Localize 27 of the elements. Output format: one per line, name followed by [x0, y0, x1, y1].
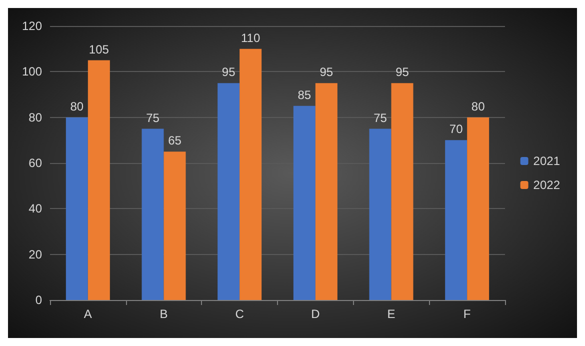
data-label: 95: [222, 65, 236, 80]
data-label: 80: [471, 99, 486, 114]
data-label: 110: [241, 30, 260, 45]
data-label: 75: [146, 110, 160, 125]
y-tick-label: 0: [35, 293, 42, 307]
legend-label: 2022: [533, 178, 560, 192]
legend-label: 2021: [533, 154, 560, 168]
y-tick-label: 60: [28, 156, 42, 170]
y-tick-label: 40: [28, 202, 42, 216]
x-tick-label: A: [84, 307, 92, 321]
data-label: 95: [396, 65, 410, 80]
y-tick-label: 80: [28, 110, 42, 124]
data-label: 65: [168, 134, 182, 148]
y-tick-label: 20: [28, 247, 42, 262]
x-tick-label: F: [463, 307, 471, 321]
data-label: 85: [298, 88, 312, 102]
data-label: 80: [70, 99, 84, 114]
x-tick-label: C: [235, 307, 244, 321]
data-label: 70: [449, 122, 464, 136]
data-label: 105: [88, 42, 110, 56]
data-label: 75: [374, 110, 388, 125]
x-tick-label: B: [160, 307, 168, 321]
data-label: 95: [320, 65, 334, 80]
y-tick-label: 100: [22, 64, 42, 79]
y-tick-label: 120: [22, 19, 42, 33]
x-tick-label: D: [311, 307, 320, 321]
x-tick-label: E: [387, 307, 396, 321]
